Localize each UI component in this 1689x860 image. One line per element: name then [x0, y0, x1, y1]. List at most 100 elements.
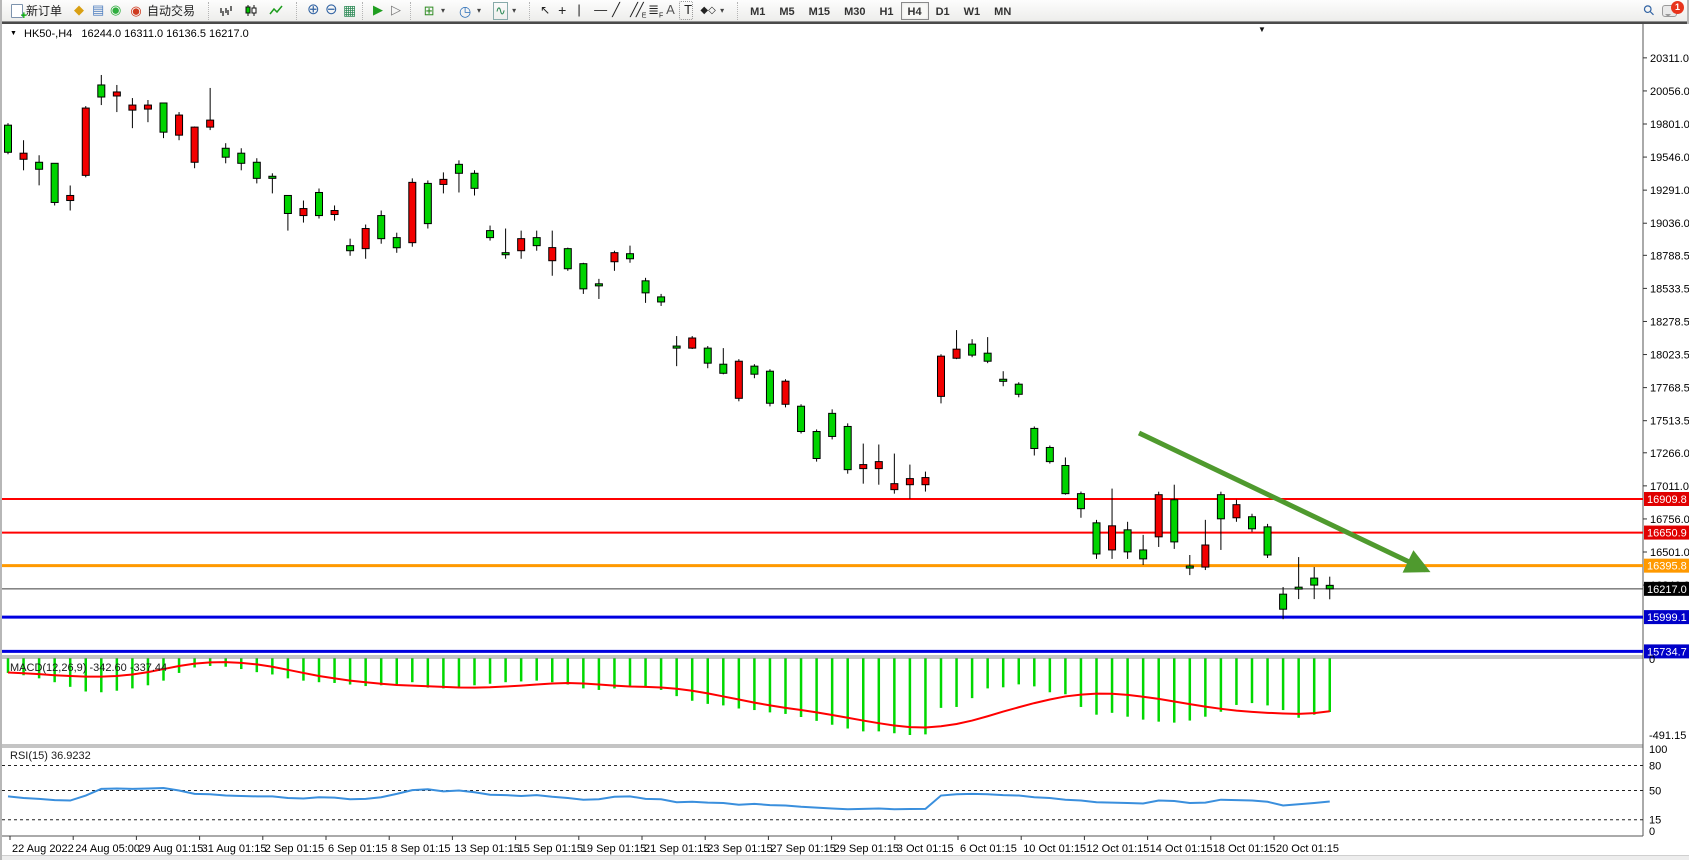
- timeframe-M15[interactable]: M15: [808, 5, 831, 18]
- vertical-line-icon[interactable]: |: [577, 2, 581, 17]
- indicators-icon: ∿: [493, 1, 509, 20]
- price-tick-label: 19036.0: [1650, 218, 1689, 230]
- zoom-out-icon[interactable]: ⊖: [325, 1, 338, 18]
- candle-body: [470, 172, 479, 189]
- rsi-axis-label: 50: [1649, 786, 1661, 798]
- timeframe-MN[interactable]: MN: [994, 5, 1012, 18]
- timeframe-H4[interactable]: H4: [900, 1, 929, 20]
- price-tag-15734.7[interactable]: [1644, 644, 1689, 659]
- date-label: 13 Sep 01:15: [454, 843, 519, 855]
- zoom-in-icon[interactable]: ⊕: [307, 1, 320, 18]
- price-tag-15999.1[interactable]: [1644, 610, 1689, 625]
- tile-windows-icon[interactable]: ▦: [343, 2, 357, 18]
- candle-body: [563, 248, 572, 270]
- new-order-button[interactable]: 新订单: [6, 1, 67, 22]
- candle-body: [408, 181, 417, 244]
- toolbar-divider: [2, 22, 1687, 24]
- candle-body: [797, 405, 806, 433]
- price-tag-label: 16217.0: [1647, 584, 1687, 596]
- date-label: 10 Oct 01:15: [1023, 843, 1086, 855]
- timeframe-M5[interactable]: M5: [779, 5, 795, 18]
- candle-body: [719, 363, 728, 374]
- chart-shift-icon[interactable]: ▷: [391, 2, 402, 17]
- timeframe-W1[interactable]: W1: [963, 5, 981, 18]
- rsi-axis-label: 0: [1649, 826, 1655, 838]
- horizontal-scrollbar[interactable]: [2, 855, 1689, 860]
- candle-body: [905, 478, 914, 486]
- indicators-button[interactable]: ∿ ▾: [488, 1, 521, 20]
- candle-body: [175, 114, 184, 136]
- candle-body: [128, 104, 137, 111]
- price-tag-16909.8[interactable]: [1644, 491, 1689, 506]
- timeframe-D1[interactable]: D1: [935, 5, 950, 18]
- candle-body: [610, 252, 619, 263]
- toolbar-separator: [357, 1, 364, 20]
- candle-body: [983, 352, 992, 362]
- price-tag-16650.9[interactable]: [1644, 525, 1689, 540]
- candle-body: [890, 483, 899, 491]
- bars-chart-button[interactable]: [214, 1, 237, 20]
- timeframe-M1[interactable]: M1: [750, 5, 766, 18]
- candle-body: [159, 102, 168, 133]
- candle-body: [937, 355, 945, 397]
- market-watch-icon[interactable]: ◆: [74, 2, 85, 17]
- candle-body: [828, 412, 837, 437]
- timeframe-H1[interactable]: H1: [879, 5, 894, 18]
- horizontal-line-icon[interactable]: —: [594, 2, 608, 17]
- chart-symbol: HK50-,H4: [24, 28, 73, 40]
- rsi-line: [7, 787, 1330, 811]
- price-tag-16217.0[interactable]: [1644, 581, 1689, 596]
- candle-body: [1170, 499, 1179, 543]
- candle-body: [346, 245, 355, 252]
- trendline-icon[interactable]: ╱: [612, 2, 620, 17]
- autoscroll-icon[interactable]: ▶: [373, 2, 384, 17]
- candle-body: [1076, 493, 1085, 510]
- candle-body: [579, 263, 588, 290]
- macd-axis-label: -491.15: [1649, 730, 1686, 742]
- candle-body: [19, 152, 28, 160]
- line-chart-button[interactable]: [264, 1, 288, 20]
- candle-body: [952, 348, 961, 359]
- price-tick-label: 16756.0: [1650, 514, 1689, 526]
- cursor-icon[interactable]: ↖: [540, 3, 551, 17]
- candle-body: [750, 365, 759, 375]
- search-icon[interactable]: ⚲: [1639, 0, 1658, 20]
- text-label-icon[interactable]: T: [679, 1, 694, 20]
- candles-chart-button[interactable]: [239, 1, 262, 20]
- candle-body: [4, 124, 12, 153]
- candle-body: [190, 126, 199, 163]
- price-tick-label: 18788.5: [1650, 250, 1689, 262]
- navigator-icon[interactable]: ▤: [92, 2, 105, 17]
- price-tick-label: 17011.0: [1650, 481, 1689, 493]
- toolbar-separator: [405, 1, 412, 20]
- autotrading-button[interactable]: ◉ 自动交易: [123, 1, 200, 20]
- chart-shift-marker[interactable]: ▼: [1258, 25, 1266, 34]
- timeframe-M30[interactable]: M30: [844, 5, 866, 18]
- candle-body: [1061, 465, 1070, 495]
- terminal-icon[interactable]: ◉: [110, 2, 122, 17]
- trend-arrow-annotation[interactable]: [1137, 430, 1431, 573]
- price-tick-label: 18533.5: [1650, 283, 1689, 295]
- date-label: 31 Aug 01:15: [202, 843, 267, 855]
- text-icon[interactable]: A: [666, 2, 675, 17]
- new-chart-button[interactable]: ⊞ ▾: [416, 1, 450, 20]
- chevron-down-icon[interactable]: ▼: [10, 30, 17, 37]
- crosshair-icon[interactable]: +: [558, 2, 567, 18]
- period-button[interactable]: ◷ ▾: [458, 2, 482, 19]
- channel-icon[interactable]: ╱╱E: [630, 2, 646, 20]
- fibonacci-icon[interactable]: ≣F: [648, 2, 664, 20]
- candle-body: [626, 253, 634, 260]
- price-tick-label: 17266.0: [1650, 448, 1689, 460]
- chat-icon[interactable]: 1: [1662, 0, 1684, 17]
- price-tick-label: 20056.0: [1650, 86, 1689, 98]
- candle-body: [112, 91, 121, 97]
- notification-badge: 1: [1671, 0, 1684, 14]
- arrows-button[interactable]: ◆◇ ▾: [695, 1, 729, 20]
- price-tick-label: 19801.0: [1650, 119, 1689, 131]
- candle-body: [268, 175, 277, 179]
- price-tick-label: 19291.0: [1650, 185, 1689, 197]
- date-label: 21 Sep 01:15: [644, 843, 709, 855]
- price-tag-16395.8[interactable]: [1644, 558, 1689, 573]
- price-tick-label: 17768.5: [1650, 383, 1689, 395]
- chart-title: ▼ HK50-,H4 16244.0 16311.0 16136.5 16217…: [10, 28, 249, 40]
